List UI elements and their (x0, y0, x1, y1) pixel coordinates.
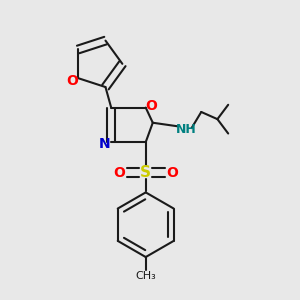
Text: CH₃: CH₃ (135, 271, 156, 281)
Text: O: O (146, 99, 158, 113)
Text: NH: NH (176, 123, 196, 136)
Text: S: S (140, 165, 151, 180)
Text: O: O (166, 166, 178, 180)
Text: N: N (99, 137, 110, 151)
Text: O: O (114, 166, 125, 180)
Text: O: O (66, 74, 78, 88)
